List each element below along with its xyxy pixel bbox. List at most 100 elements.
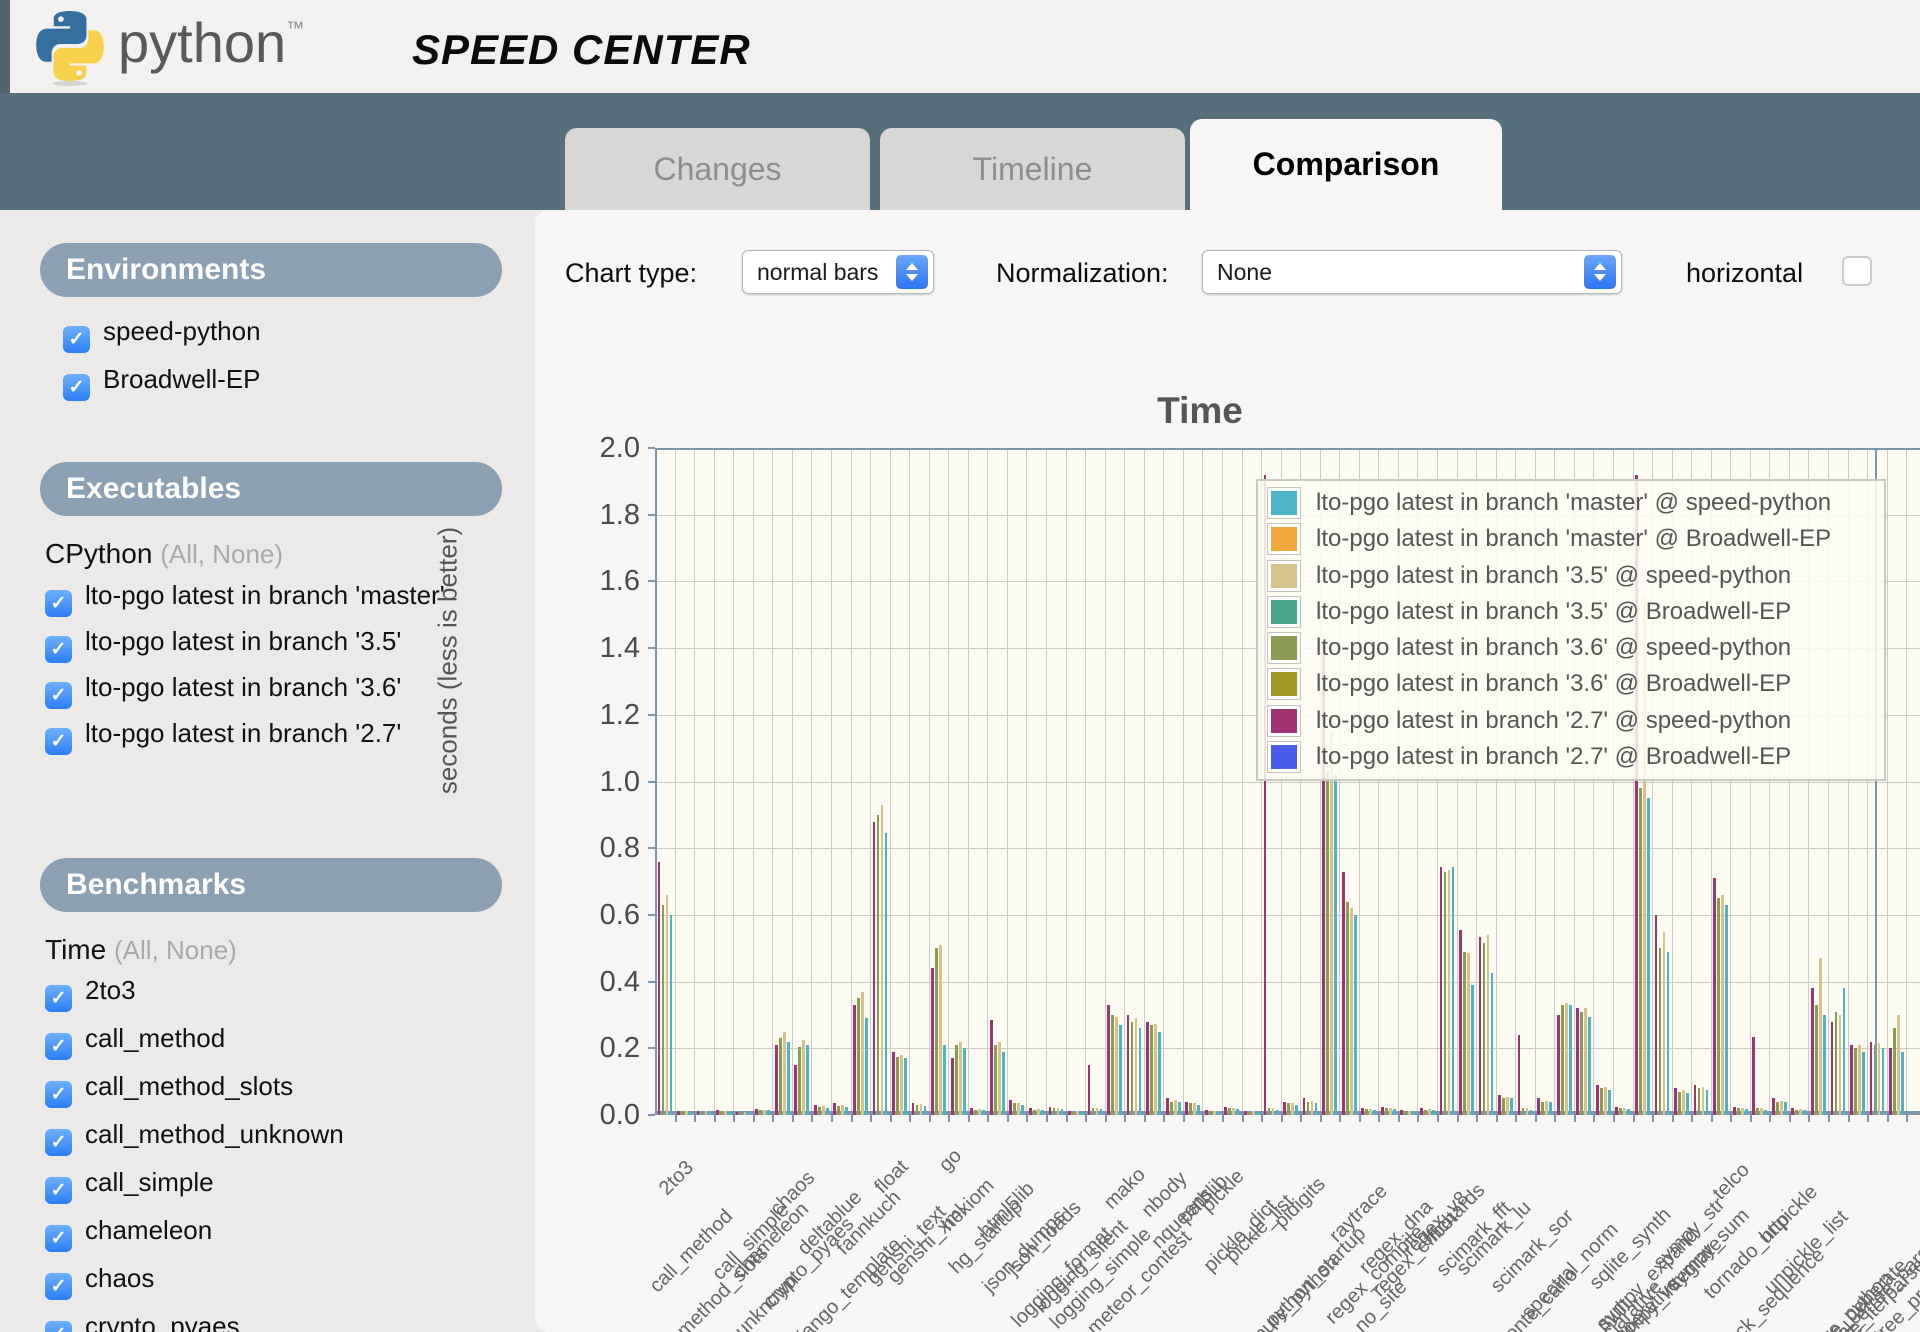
checkbox-icon[interactable]: ✓ — [45, 636, 72, 663]
x-axis-tick-mark — [1417, 1115, 1420, 1122]
checkbox-icon[interactable]: ✓ — [45, 1177, 72, 1204]
executable-item-2[interactable]: ✓ lto-pgo latest in branch '3.6' — [45, 671, 445, 709]
bar — [1314, 1103, 1318, 1115]
bar — [782, 1031, 786, 1115]
bar — [735, 1111, 739, 1115]
executables-select-none-link[interactable]: None — [212, 539, 275, 569]
bar — [1717, 898, 1720, 1115]
bar — [747, 1112, 751, 1115]
environment-item-Broadwell-EP[interactable]: ✓ Broadwell-EP — [63, 364, 261, 401]
x-axis-tick-mark — [1046, 1115, 1048, 1122]
bar — [1267, 1108, 1271, 1115]
legend-swatch-icon — [1267, 523, 1301, 556]
bar — [1013, 1103, 1017, 1115]
bar — [1799, 1109, 1803, 1115]
legend-item-3: lto-pgo latest in branch '3.5' @ Broadwe… — [1267, 595, 1874, 628]
bar — [1291, 1102, 1294, 1115]
item-label: 2to3 — [85, 975, 136, 1005]
benchmark-item-crypto_pyaes[interactable]: ✓ crypto_pyaes — [45, 1311, 344, 1332]
tab-comparison[interactable]: Comparison — [1190, 119, 1502, 210]
x-axis-tick-mark — [1026, 1115, 1029, 1122]
legend-swatch-icon — [1267, 668, 1301, 701]
benchmark-item-call_method_unknown[interactable]: ✓ call_method_unknown — [45, 1119, 344, 1156]
environment-item-speed-python[interactable]: ✓ speed-python — [63, 316, 261, 353]
checkbox-icon[interactable]: ✓ — [45, 590, 72, 617]
executable-item-0[interactable]: ✓ lto-pgo latest in branch 'master' — [45, 579, 445, 617]
bar — [1740, 1107, 1744, 1115]
bar — [1443, 871, 1447, 1115]
x-axis-tick-mark — [1397, 1115, 1400, 1122]
x-axis-tick-mark — [1495, 1115, 1498, 1122]
bar — [931, 968, 934, 1115]
legend-label: lto-pgo latest in branch '2.7' @ speed-p… — [1316, 706, 1792, 734]
x-axis-tick-mark — [1612, 1115, 1615, 1122]
benchmark-item-2to3[interactable]: ✓ 2to3 — [45, 975, 344, 1012]
checkbox-icon[interactable]: ✓ — [45, 1129, 72, 1156]
bar — [708, 1111, 712, 1115]
executables-select-all-link[interactable]: All — [168, 539, 198, 569]
bar — [1349, 908, 1353, 1115]
bar — [1032, 1109, 1036, 1115]
bar — [1732, 1106, 1736, 1115]
executables-group-label: CPython (All, None) — [45, 538, 445, 570]
x-axis-tick-mark — [1867, 1115, 1870, 1122]
bar — [774, 1044, 778, 1115]
tab-timeline[interactable]: Timeline — [880, 128, 1185, 210]
bar — [896, 1056, 899, 1115]
bar — [739, 1111, 743, 1115]
bar — [1744, 1109, 1748, 1115]
x-axis-tick-mark — [1358, 1115, 1361, 1122]
x-axis-tick-mark — [1437, 1115, 1439, 1122]
gridline-vertical — [850, 450, 852, 1111]
select-stepper-icon — [896, 255, 928, 289]
bar — [1901, 1051, 1904, 1115]
chart-type-select[interactable]: normal bars — [742, 250, 934, 294]
bar — [1619, 1108, 1623, 1115]
benchmark-item-chameleon[interactable]: ✓ chameleon — [45, 1215, 344, 1252]
python-wordmark[interactable]: python™ — [118, 11, 305, 74]
checkbox-icon[interactable]: ✓ — [45, 1225, 72, 1252]
bar — [1877, 1043, 1881, 1115]
benchmarks-select-none-link[interactable]: None — [166, 935, 229, 965]
executable-item-3[interactable]: ✓ lto-pgo latest in branch '2.7' — [45, 717, 445, 755]
bar — [657, 861, 661, 1115]
bar — [1510, 1098, 1513, 1115]
item-label: crypto_pyaes — [85, 1311, 240, 1332]
x-axis-tick-mark — [1652, 1115, 1655, 1122]
checkbox-icon[interactable]: ✓ — [63, 374, 90, 401]
bar — [989, 1019, 993, 1115]
bar — [1858, 1044, 1861, 1115]
normalization-select[interactable]: None — [1202, 250, 1622, 294]
bar — [724, 1110, 727, 1115]
checkbox-icon[interactable]: ✓ — [45, 985, 72, 1012]
bar — [704, 1111, 708, 1115]
benchmark-item-chaos[interactable]: ✓ chaos — [45, 1263, 344, 1300]
benchmarks-select-all-link[interactable]: All — [122, 935, 152, 965]
bar — [689, 1111, 692, 1115]
checkbox-icon[interactable]: ✓ — [45, 1033, 72, 1060]
legend-label: lto-pgo latest in branch '3.5' @ speed-p… — [1316, 561, 1792, 589]
legend-item-2: lto-pgo latest in branch '3.5' @ speed-p… — [1267, 559, 1874, 592]
x-axis-tick-label: float — [870, 1155, 913, 1199]
bar — [1408, 1110, 1412, 1115]
gridline-vertical — [752, 450, 754, 1111]
checkbox-icon[interactable]: ✓ — [45, 682, 72, 709]
bar — [1795, 1109, 1799, 1115]
tab-changes[interactable]: Changes — [565, 128, 870, 210]
checkbox-icon[interactable]: ✓ — [45, 1321, 72, 1332]
gridline-vertical — [694, 450, 696, 1111]
checkbox-icon[interactable]: ✓ — [45, 1081, 72, 1108]
checkbox-icon[interactable]: ✓ — [63, 326, 90, 353]
bar — [1549, 1102, 1553, 1115]
benchmark-item-call_method_slots[interactable]: ✓ call_method_slots — [45, 1071, 344, 1108]
horizontal-checkbox[interactable] — [1842, 256, 1872, 286]
benchmark-item-call_simple[interactable]: ✓ call_simple — [45, 1167, 344, 1204]
bar — [997, 1041, 1001, 1115]
checkbox-icon[interactable]: ✓ — [45, 1273, 72, 1300]
gridline-vertical — [1886, 450, 1888, 1111]
checkbox-icon[interactable]: ✓ — [45, 728, 72, 755]
benchmark-item-call_method[interactable]: ✓ call_method — [45, 1023, 344, 1060]
bar — [1897, 1014, 1900, 1115]
executable-item-1[interactable]: ✓ lto-pgo latest in branch '3.5' — [45, 625, 445, 663]
